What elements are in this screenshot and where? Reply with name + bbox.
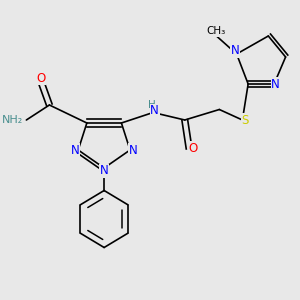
Text: N: N	[150, 104, 159, 118]
Text: N: N	[231, 44, 240, 58]
Text: N: N	[71, 143, 80, 157]
Text: N: N	[129, 143, 137, 157]
Text: H: H	[148, 100, 155, 110]
Text: CH₃: CH₃	[207, 26, 226, 37]
Text: N: N	[100, 164, 109, 178]
Text: S: S	[242, 113, 249, 127]
Text: O: O	[189, 142, 198, 155]
Text: NH₂: NH₂	[2, 115, 23, 125]
Text: N: N	[271, 77, 280, 91]
Text: O: O	[36, 71, 45, 85]
